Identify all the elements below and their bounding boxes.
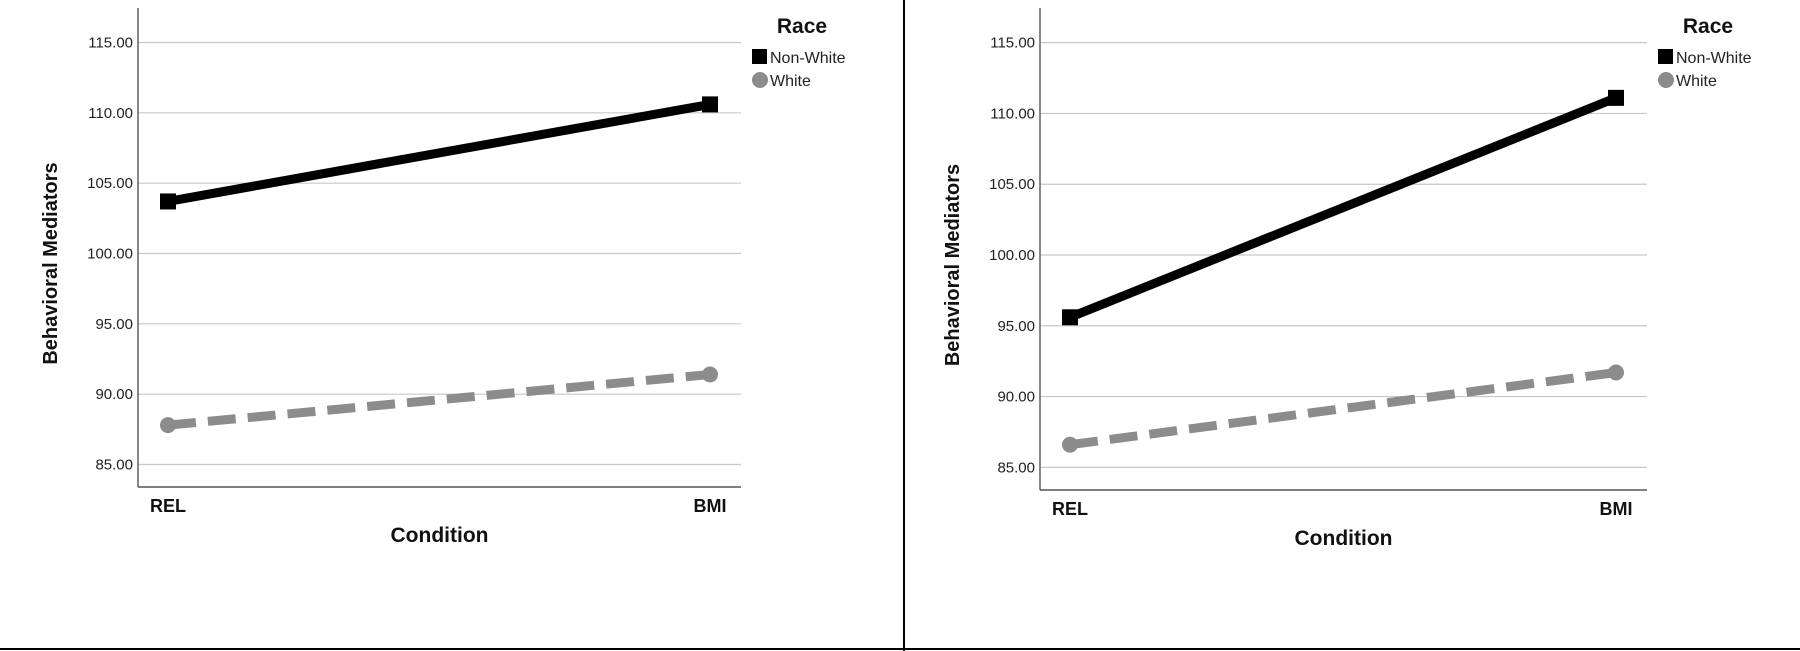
x-tick-label: BMI [694, 496, 727, 516]
data-point-circle [1608, 364, 1624, 381]
x-axis-title: Condition [391, 524, 489, 547]
y-tick-label: 105.00 [87, 175, 133, 192]
legend-swatch-circle [1658, 72, 1674, 88]
legend-swatch-square [1658, 49, 1673, 64]
y-axis-title: Behavioral Mediators [40, 162, 62, 364]
legend-label: Non-White [770, 50, 846, 67]
legend-label: Non-White [1676, 50, 1752, 67]
y-tick-label: 110.00 [990, 105, 1035, 122]
series-line-white [1069, 368, 1617, 450]
legend-title: Race [777, 15, 827, 38]
y-tick-label: 110.00 [88, 105, 133, 122]
legend-label: White [770, 73, 811, 90]
y-tick-label: 105.00 [989, 176, 1035, 193]
y-tick-label: 90.00 [997, 389, 1035, 406]
legend-swatch-circle [752, 72, 768, 88]
data-point-circle [160, 417, 176, 434]
data-point-circle [1062, 436, 1078, 453]
legend-swatch-square [752, 49, 767, 64]
legend-title: Race [1683, 15, 1733, 38]
y-tick-label: 115.00 [88, 35, 133, 52]
data-point-square [702, 96, 718, 113]
data-point-square [1608, 89, 1624, 106]
series-line-white [167, 369, 711, 430]
y-tick-label: 100.00 [87, 246, 133, 263]
legend-label: White [1676, 73, 1717, 90]
data-point-square [160, 193, 176, 210]
y-tick-label: 115.00 [990, 35, 1035, 52]
y-tick-label: 100.00 [989, 247, 1035, 264]
x-tick-label: REL [1052, 499, 1088, 519]
y-axis-title: Behavioral Mediators [942, 164, 964, 366]
y-tick-label: 85.00 [997, 459, 1035, 476]
y-tick-label: 95.00 [997, 318, 1035, 335]
y-tick-label: 85.00 [95, 456, 133, 473]
data-point-square [1062, 309, 1078, 326]
x-tick-label: REL [150, 496, 186, 516]
series-line-non-white [1068, 93, 1618, 322]
data-point-circle [702, 366, 718, 383]
x-axis-title: Condition [1295, 527, 1393, 550]
y-tick-label: 95.00 [95, 316, 133, 333]
series-line-non-white [167, 99, 711, 206]
x-tick-label: BMI [1600, 499, 1633, 519]
y-tick-label: 90.00 [95, 386, 133, 403]
